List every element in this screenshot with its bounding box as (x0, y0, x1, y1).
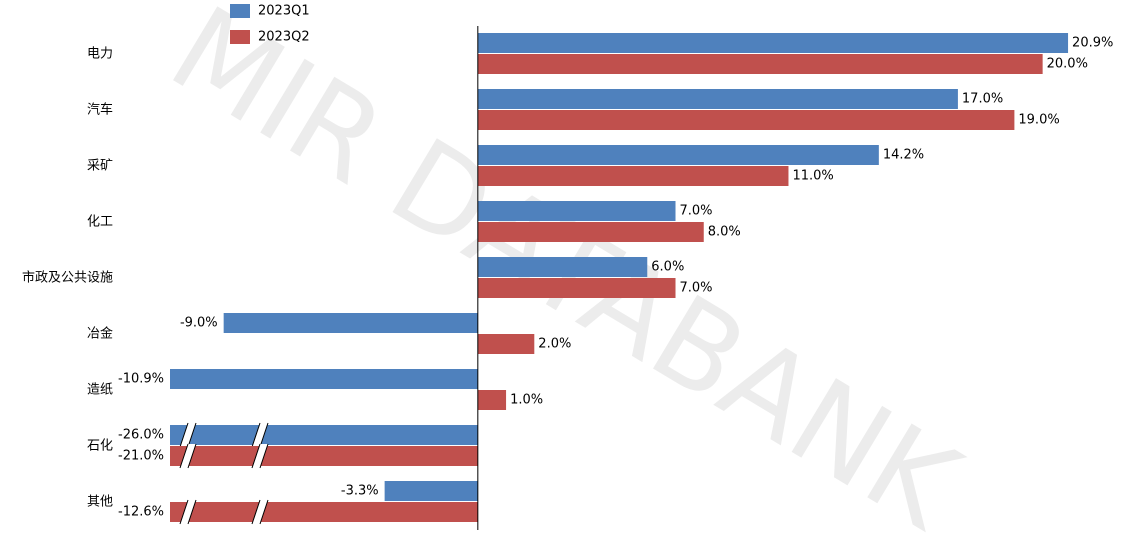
bar (170, 425, 478, 445)
bar (477, 110, 1015, 130)
value-label: 7.0% (680, 281, 713, 296)
axis-break-line (251, 443, 261, 469)
legend-swatch (230, 4, 250, 18)
bar (477, 222, 704, 242)
value-label: -26.0% (118, 428, 164, 443)
value-label: 17.0% (962, 92, 1003, 107)
category-label: 其他 (87, 495, 113, 510)
axis-break-line (179, 499, 189, 525)
bar (477, 145, 879, 165)
axis-break-line (259, 443, 269, 469)
axis-break-line (179, 443, 189, 469)
category-label: 造纸 (87, 383, 113, 398)
axis-break-line (251, 422, 261, 448)
value-label: -9.0% (180, 316, 218, 331)
axis-break (252, 444, 268, 468)
legend-label: 2023Q1 (258, 4, 310, 19)
bar (223, 313, 478, 333)
value-label: 14.2% (883, 148, 924, 163)
value-label: -10.9% (118, 372, 164, 387)
axis-break-line (179, 422, 189, 448)
axis-break (252, 423, 268, 447)
value-label: 11.0% (792, 169, 833, 184)
bar (170, 446, 478, 466)
value-label: 6.0% (651, 260, 684, 275)
bar (477, 390, 507, 410)
category-label: 石化 (87, 439, 113, 454)
bar (170, 369, 478, 389)
category-label: 采矿 (87, 159, 113, 174)
legend-swatch (230, 30, 250, 44)
category-label: 冶金 (87, 326, 113, 342)
axis-break-line (187, 422, 197, 448)
bar (477, 201, 676, 221)
axis-break-line (259, 499, 269, 525)
category-label: 电力 (87, 47, 113, 62)
axis-break-line (251, 499, 261, 525)
value-label: 19.0% (1018, 113, 1059, 128)
axis-break (180, 500, 196, 524)
bar (477, 166, 789, 186)
axis-break (252, 500, 268, 524)
axis-break (180, 444, 196, 468)
bar (477, 278, 676, 298)
value-label: 1.0% (510, 393, 543, 408)
axis-break (180, 423, 196, 447)
value-label: 7.0% (680, 204, 713, 219)
bar (477, 54, 1043, 74)
axis-break-line (187, 443, 197, 469)
bar (477, 257, 648, 277)
value-label: 20.9% (1072, 36, 1113, 51)
value-label: -3.3% (341, 484, 379, 499)
axis-break-line (259, 422, 269, 448)
value-label: -21.0% (118, 449, 164, 464)
bar (477, 89, 958, 109)
value-label: -12.6% (118, 505, 164, 520)
bar (170, 502, 478, 522)
bar (384, 481, 478, 501)
value-label: 8.0% (708, 225, 741, 240)
value-label: 2.0% (538, 337, 571, 352)
category-label: 汽车 (87, 102, 113, 118)
bar (477, 334, 535, 354)
value-label: 20.0% (1047, 57, 1088, 72)
category-label: 市政及公共设施 (22, 270, 113, 286)
bar (477, 33, 1069, 53)
legend-label: 2023Q2 (258, 30, 310, 45)
axis-break-line (187, 499, 197, 525)
category-label: 化工 (87, 215, 113, 230)
